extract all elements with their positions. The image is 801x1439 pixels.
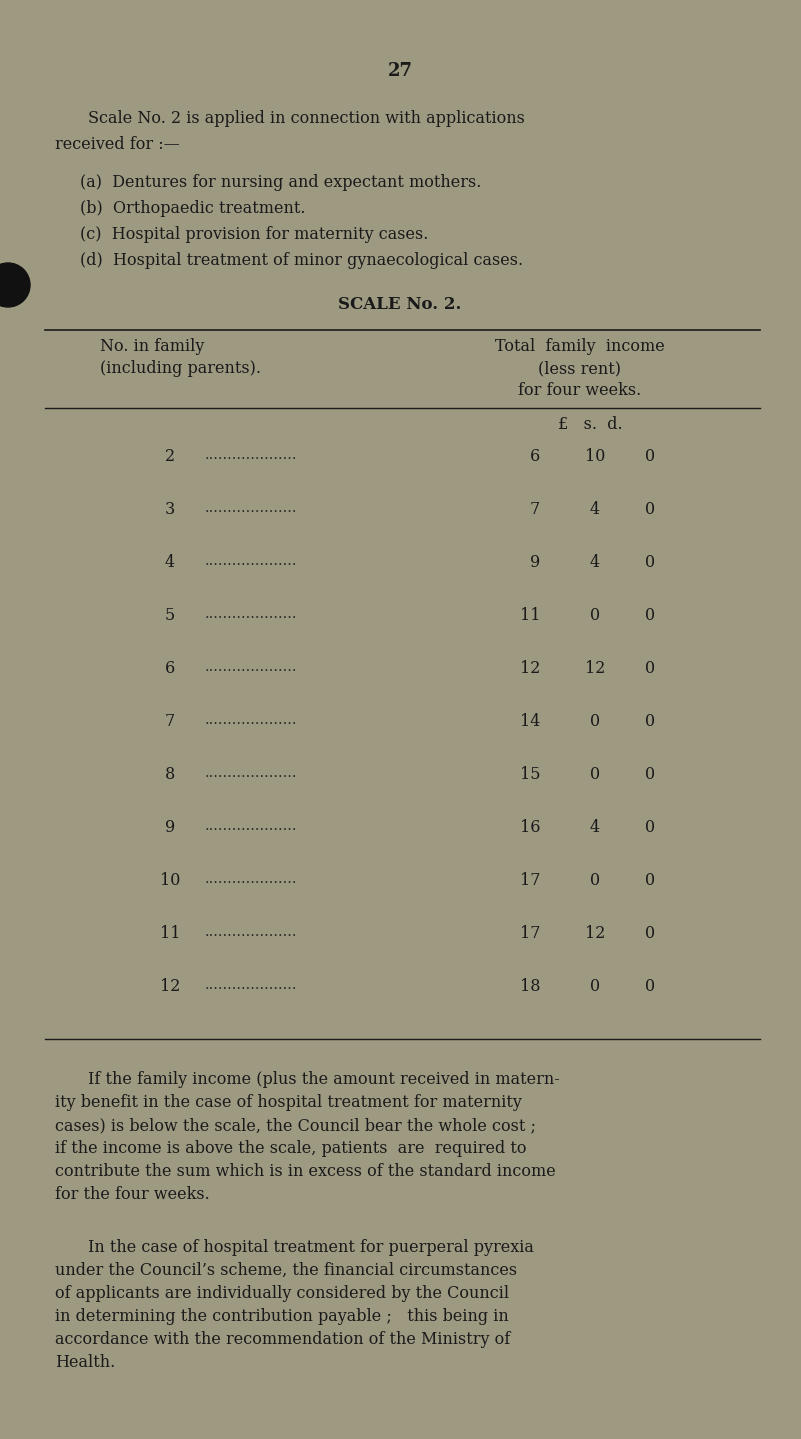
Text: 11: 11 — [520, 607, 540, 625]
Text: ....................: .................... — [205, 607, 297, 622]
Text: ....................: .................... — [205, 766, 297, 780]
Text: ....................: .................... — [205, 925, 297, 940]
Text: (less rent): (less rent) — [538, 360, 622, 377]
Text: 10: 10 — [160, 872, 180, 889]
Text: ....................: .................... — [205, 979, 297, 991]
Text: (including parents).: (including parents). — [100, 360, 261, 377]
Text: accordance with the recommendation of the Ministry of: accordance with the recommendation of th… — [55, 1331, 510, 1348]
Text: contribute the sum which is in excess of the standard income: contribute the sum which is in excess of… — [55, 1163, 556, 1180]
Text: ....................: .................... — [205, 712, 297, 727]
Text: ....................: .................... — [205, 872, 297, 886]
Text: 4: 4 — [590, 819, 600, 836]
Text: 4: 4 — [590, 554, 600, 571]
Text: SCALE No. 2.: SCALE No. 2. — [338, 296, 461, 314]
Text: 15: 15 — [520, 766, 540, 783]
Text: 0: 0 — [590, 607, 600, 625]
Text: 2: 2 — [165, 448, 175, 465]
Text: (c)  Hospital provision for maternity cases.: (c) Hospital provision for maternity cas… — [80, 226, 429, 243]
Text: In the case of hospital treatment for puerperal pyrexia: In the case of hospital treatment for pu… — [88, 1239, 534, 1256]
Text: Total  family  income: Total family income — [495, 338, 665, 355]
Text: 0: 0 — [590, 712, 600, 730]
Text: 6: 6 — [529, 448, 540, 465]
Text: 5: 5 — [165, 607, 175, 625]
Text: 7: 7 — [165, 712, 175, 730]
Text: If the family income (plus the amount received in matern-: If the family income (plus the amount re… — [88, 1071, 560, 1088]
Text: 18: 18 — [520, 979, 540, 994]
Text: £   s.  d.: £ s. d. — [557, 416, 622, 433]
Text: 0: 0 — [645, 554, 655, 571]
Text: ....................: .................... — [205, 819, 297, 833]
Text: 10: 10 — [585, 448, 606, 465]
Text: 12: 12 — [160, 979, 180, 994]
Text: 3: 3 — [165, 501, 175, 518]
Text: 0: 0 — [645, 872, 655, 889]
Text: cases) is below the scale, the Council bear the whole cost ;: cases) is below the scale, the Council b… — [55, 1117, 536, 1134]
Text: in determining the contribution payable ;   this being in: in determining the contribution payable … — [55, 1308, 509, 1325]
Text: (a)  Dentures for nursing and expectant mothers.: (a) Dentures for nursing and expectant m… — [80, 174, 481, 191]
Text: 4: 4 — [165, 554, 175, 571]
Text: 0: 0 — [645, 766, 655, 783]
Text: 0: 0 — [645, 661, 655, 676]
Text: 0: 0 — [590, 979, 600, 994]
Text: 0: 0 — [590, 766, 600, 783]
Text: ....................: .................... — [205, 661, 297, 673]
Text: 16: 16 — [520, 819, 540, 836]
Text: ....................: .................... — [205, 554, 297, 568]
Text: for four weeks.: for four weeks. — [518, 381, 642, 399]
Text: 9: 9 — [529, 554, 540, 571]
Text: 6: 6 — [165, 661, 175, 676]
Text: 0: 0 — [645, 979, 655, 994]
Text: ....................: .................... — [205, 501, 297, 515]
Text: 0: 0 — [645, 501, 655, 518]
Text: 17: 17 — [520, 925, 540, 943]
Text: ....................: .................... — [205, 448, 297, 462]
Text: 7: 7 — [529, 501, 540, 518]
Text: 12: 12 — [520, 661, 540, 676]
Text: under the Council’s scheme, the financial circumstances: under the Council’s scheme, the financia… — [55, 1262, 517, 1279]
Text: of applicants are individually considered by the Council: of applicants are individually considere… — [55, 1285, 509, 1302]
Text: (b)  Orthopaedic treatment.: (b) Orthopaedic treatment. — [80, 200, 305, 217]
Text: 0: 0 — [645, 607, 655, 625]
Text: 12: 12 — [585, 925, 606, 943]
Text: 11: 11 — [159, 925, 180, 943]
Text: Scale No. 2 is applied in connection with applications: Scale No. 2 is applied in connection wit… — [88, 109, 525, 127]
Text: No. in family: No. in family — [100, 338, 204, 355]
Text: ity benefit in the case of hospital treatment for maternity: ity benefit in the case of hospital trea… — [55, 1094, 522, 1111]
Text: 4: 4 — [590, 501, 600, 518]
Text: 0: 0 — [645, 712, 655, 730]
Text: 12: 12 — [585, 661, 606, 676]
Circle shape — [0, 263, 30, 307]
Text: Health.: Health. — [55, 1354, 115, 1371]
Text: 0: 0 — [645, 448, 655, 465]
Text: 0: 0 — [645, 925, 655, 943]
Text: 0: 0 — [590, 872, 600, 889]
Text: 14: 14 — [520, 712, 540, 730]
Text: received for :—: received for :— — [55, 137, 179, 153]
Text: 17: 17 — [520, 872, 540, 889]
Text: (d)  Hospital treatment of minor gynaecological cases.: (d) Hospital treatment of minor gynaecol… — [80, 252, 523, 269]
Text: 8: 8 — [165, 766, 175, 783]
Text: 0: 0 — [645, 819, 655, 836]
Text: if the income is above the scale, patients  are  required to: if the income is above the scale, patien… — [55, 1140, 526, 1157]
Text: 27: 27 — [388, 62, 413, 81]
Text: 9: 9 — [165, 819, 175, 836]
Text: for the four weeks.: for the four weeks. — [55, 1186, 210, 1203]
